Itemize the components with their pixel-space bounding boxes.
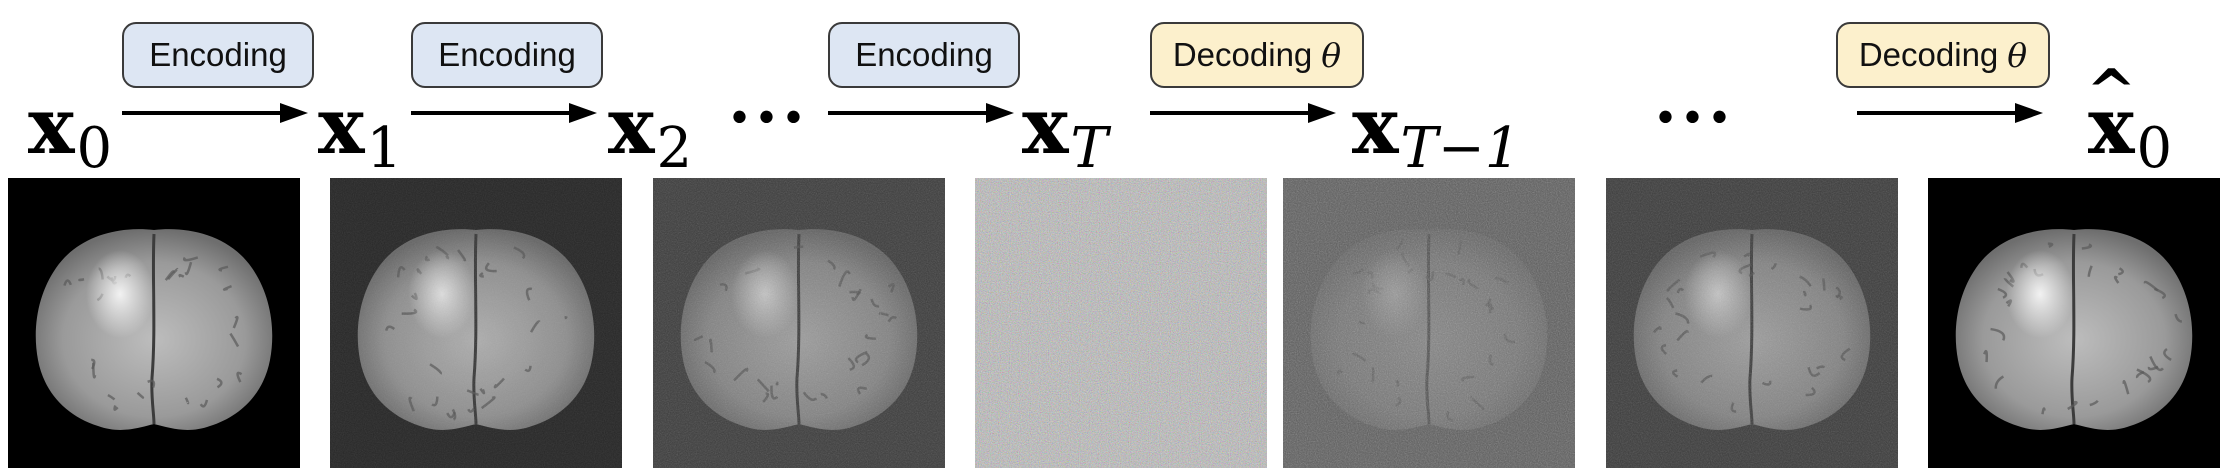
var-xTm1-sub: T−1 [1400, 116, 1521, 181]
image-xT [975, 178, 1267, 468]
image-x0 [8, 178, 300, 468]
decoding-label-1: Decoding θ [1150, 22, 1364, 88]
var-xhat0-sub: 0 [2136, 116, 2173, 181]
encoding-label-3: Encoding [828, 22, 1020, 88]
var-xhat0: ^ x0 [2086, 62, 2172, 177]
var-xTm1: xT−1 [1352, 88, 1520, 177]
var-xT-base: x [1022, 81, 1069, 172]
var-xT: xT [1022, 88, 1108, 177]
var-xhat0-hat: ^ [2086, 57, 2137, 127]
encoding-label-2: Encoding [411, 22, 603, 88]
image-intermediate [1606, 178, 1898, 468]
var-xhat0-base: x [2088, 81, 2135, 172]
ellipsis-1: ··· [728, 78, 809, 156]
var-x2-base: x [608, 81, 655, 172]
var-x2-sub: 2 [656, 116, 693, 181]
decoding-label-2-text: Decoding [1858, 36, 1999, 73]
image-x2 [653, 178, 945, 468]
decoding-label-2-theta: θ [2007, 35, 2028, 75]
arrow-xT-xTm1 [1150, 103, 1336, 123]
decoding-label-1-text: Decoding [1172, 36, 1313, 73]
var-x1-sub: 1 [366, 116, 403, 181]
image-x1 [330, 178, 622, 468]
var-x2: x2 [608, 88, 692, 177]
arrow-to-xT [828, 103, 1014, 123]
var-x0-base: x [28, 81, 75, 172]
encoding-label-1-text: Encoding [149, 36, 287, 73]
image-xhat0 [1928, 178, 2220, 468]
decoding-label-1-theta: θ [1321, 35, 1342, 75]
var-x0: x0 [28, 88, 112, 177]
encoding-label-1: Encoding [122, 22, 314, 88]
encoding-label-3-text: Encoding [855, 36, 993, 73]
var-x0-sub: 0 [76, 116, 113, 181]
image-xTm1 [1283, 178, 1575, 468]
ellipsis-2: ··· [1654, 78, 1735, 156]
var-x1-base: x [318, 81, 365, 172]
decoding-label-2: Decoding θ [1836, 22, 2050, 88]
var-xT-sub: T [1070, 116, 1108, 181]
arrow-x1-x2 [411, 103, 597, 123]
arrow-x0-x1 [122, 103, 308, 123]
var-xTm1-base: x [1352, 81, 1399, 172]
var-x1: x1 [318, 88, 402, 177]
arrow-to-xhat0 [1857, 103, 2043, 123]
encoding-label-2-text: Encoding [438, 36, 576, 73]
